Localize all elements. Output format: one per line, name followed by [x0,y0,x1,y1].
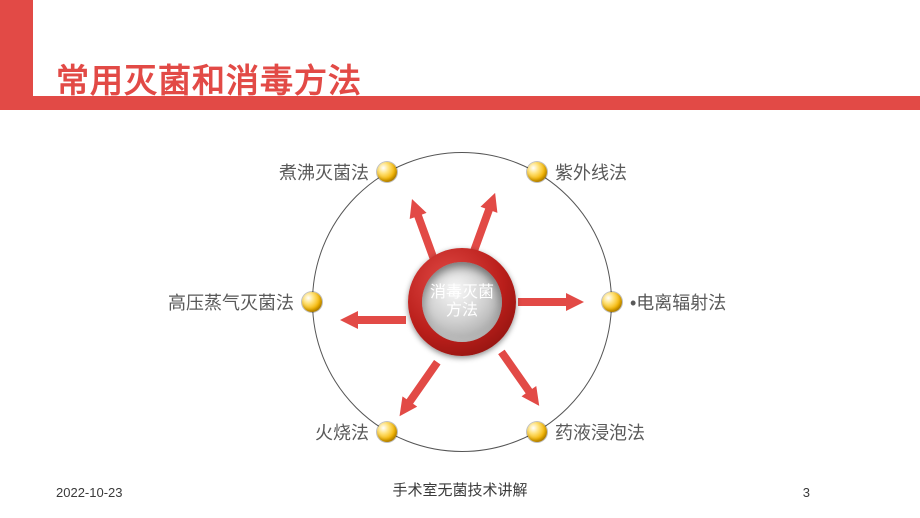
decorative-red-bar-horizontal [0,96,920,110]
diagram-node-label: 煮沸灭菌法 [279,159,369,185]
diagram-node-label: •电离辐射法 [630,289,726,315]
page-title: 常用灭菌和消毒方法 [56,54,362,102]
diagram-node-dot [527,162,547,182]
sterilization-methods-diagram: 消毒灭菌方法煮沸灭菌法紫外线法高压蒸气灭菌法•电离辐射法火烧法药液浸泡法 [182,112,742,492]
diagram-node-dot [377,422,397,442]
diagram-arrow [340,311,406,329]
decorative-red-bar-vertical [0,0,33,110]
diagram-node-dot [377,162,397,182]
slide: 常用灭菌和消毒方法 消毒灭菌方法 煮沸灭菌法 紫外线法高压蒸气灭菌法 •电离辐射法火烧… [0,0,920,518]
diagram-arrow [518,293,584,311]
diagram-node-dot [302,292,322,312]
diagram-center-label: 消毒灭菌方法 [422,262,502,342]
diagram-node-label: 高压蒸气灭菌法 [168,289,294,315]
diagram-node-dot [527,422,547,442]
footer-subtitle: 手术室无菌技术讲解 [0,479,920,500]
diagram-node-label: 紫外线法 [555,159,627,185]
diagram-node-label: 药液浸泡法 [555,419,645,445]
diagram-node-label: 火烧法 [315,419,369,445]
diagram-node-dot [602,292,622,312]
footer-page-number: 3 [803,485,810,500]
